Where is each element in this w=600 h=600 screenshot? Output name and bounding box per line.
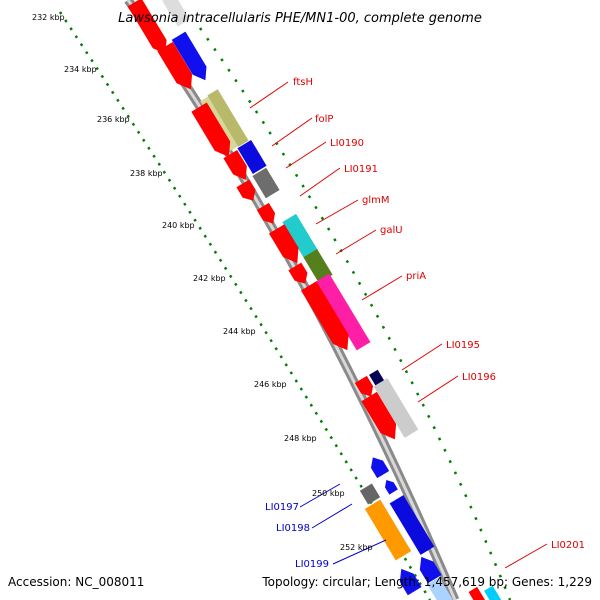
reverse-gene-labels: LI0197 LI0198 LI0199 <box>265 502 329 570</box>
gene-label-LI0191: LI0191 <box>344 164 378 175</box>
accession-text: Accession: NC_008011 <box>8 575 144 589</box>
gene-label-LI0201: LI0201 <box>551 540 585 551</box>
gene-label-ftsH: ftsH <box>293 77 313 88</box>
gene-arrow <box>191 102 231 157</box>
gene-arrow <box>384 479 398 495</box>
gene-block <box>364 499 412 561</box>
label-leader-line <box>311 503 353 529</box>
label-leader-line <box>299 167 341 197</box>
feature-track <box>127 0 502 600</box>
gene-label-LI0195: LI0195 <box>446 340 480 351</box>
tick-label: 244 kbp <box>223 327 256 336</box>
gene-block <box>359 483 381 505</box>
gene-arrow <box>171 31 207 81</box>
gene-label-priA: priA <box>406 271 426 282</box>
gene-label-folP: folP <box>315 114 333 125</box>
gene-label-LI0198: LI0198 <box>276 523 310 534</box>
tick-label: 246 kbp <box>254 380 287 389</box>
label-leader-line <box>299 483 341 508</box>
gene-arrow <box>268 224 299 264</box>
gene-arrow <box>236 179 256 201</box>
gene-label-LI0197: LI0197 <box>265 502 299 513</box>
label-leader-line <box>271 117 313 147</box>
gene-block <box>162 0 190 27</box>
label-leader-line <box>285 141 327 169</box>
gene-label-LI0199: LI0199 <box>295 559 329 570</box>
tick-label: 248 kbp <box>284 434 317 443</box>
label-leader-line <box>249 81 289 109</box>
gene-block <box>315 273 371 351</box>
label-leaders <box>249 81 548 569</box>
tick-label: 238 kbp <box>130 169 163 178</box>
gene-arrow <box>419 556 442 584</box>
forward-gene-labels: ftsH folP LI0190 LI0191 glmM galU priA L… <box>293 77 585 551</box>
gene-arrow <box>370 457 390 479</box>
gene-arrow <box>399 568 422 596</box>
label-leader-line <box>504 543 548 569</box>
gene-label-LI0196: LI0196 <box>462 372 496 383</box>
genome-summary-text: Topology: circular; Length: 1,457,619 bp… <box>261 575 592 589</box>
label-leader-line <box>361 275 403 301</box>
label-leader-line <box>401 343 443 371</box>
label-leader-line <box>335 229 377 255</box>
gene-block <box>468 586 488 600</box>
tick-label: 240 kbp <box>162 221 195 230</box>
tick-label: 252 kbp <box>340 543 373 552</box>
gene-arrow <box>256 202 276 224</box>
label-leader-line <box>417 375 459 403</box>
tick-label: 232 kbp <box>32 13 65 22</box>
gene-block <box>207 89 249 147</box>
gene-label-glmM: glmM <box>362 195 390 206</box>
gene-arrow <box>361 391 397 440</box>
gene-block <box>237 140 267 174</box>
tick-label: 242 kbp <box>193 274 226 283</box>
label-leader-line <box>332 539 387 565</box>
label-leader-line <box>315 199 359 225</box>
tick-label: 234 kbp <box>64 65 97 74</box>
map-title: Lawsonia intracellularis PHE/MN1-00, com… <box>118 11 482 26</box>
gene-arrow <box>300 281 349 351</box>
gene-block <box>373 378 419 438</box>
gene-label-LI0190: LI0190 <box>330 138 364 149</box>
gene-arrow <box>354 375 374 397</box>
gene-label-galU: galU <box>380 225 403 236</box>
gene-block <box>427 577 453 600</box>
gene-arrow <box>288 262 308 284</box>
gene-block <box>389 495 435 555</box>
tick-label: 236 kbp <box>97 115 130 124</box>
gene-arrow <box>223 150 247 180</box>
ruler-tick-labels: 232 kbp 234 kbp 236 kbp 238 kbp 240 kbp … <box>32 13 373 552</box>
outer-ruler-arc <box>198 27 512 600</box>
gene-block <box>252 167 280 199</box>
gene-arrow <box>127 0 167 54</box>
gene-block <box>484 585 502 600</box>
tick-label: 250 kbp <box>312 489 345 498</box>
gene-block <box>303 249 333 283</box>
gene-block <box>282 213 318 259</box>
gene-arrow <box>157 41 193 90</box>
